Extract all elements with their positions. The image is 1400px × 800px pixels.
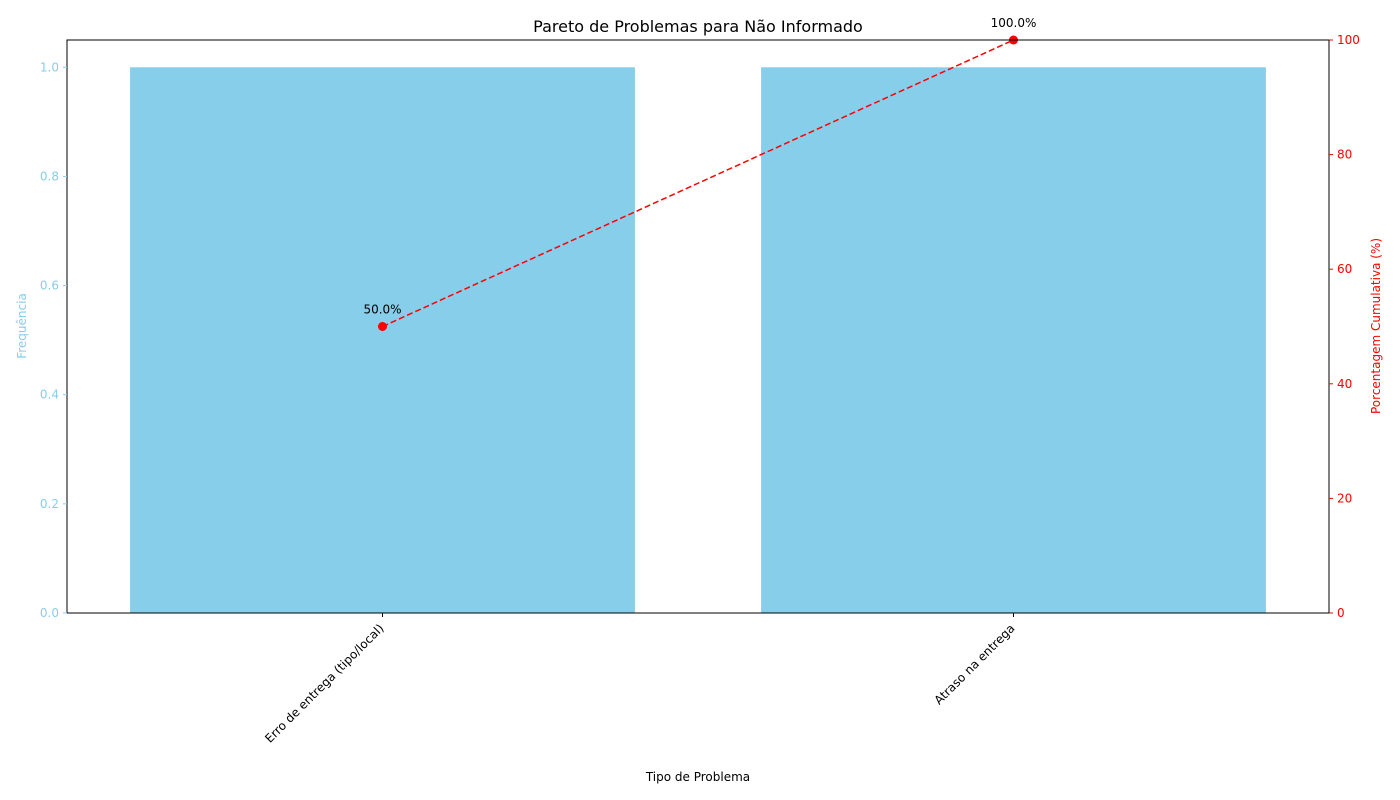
y-left-tick-label-2: 0.4	[40, 388, 59, 402]
y-right-tick-label-5: 100	[1337, 33, 1360, 47]
y-right-tick-label-2: 40	[1337, 377, 1352, 391]
plot-frame	[66, 39, 1330, 614]
x-tick-label-0: Erro de entrega (tipo/local)	[262, 621, 386, 745]
x-tick-label-1: Atraso na entrega	[931, 621, 1017, 707]
y-axis-left: 0.0 0.2 0.4 0.6 0.8 1.0	[40, 60, 67, 620]
y-left-tick-label-0: 0.0	[40, 606, 59, 620]
cumulative-line	[382, 39, 1014, 328]
y-right-tick-label-4: 80	[1337, 148, 1352, 162]
bar-0	[130, 67, 635, 614]
cumulative-point-0	[378, 322, 387, 331]
y-left-tick-label-1: 0.2	[40, 497, 59, 511]
x-axis: Erro de entrega (tipo/local) Atraso na en…	[262, 613, 1018, 746]
y-axis-left-label: Frequência	[15, 293, 29, 359]
x-axis-label: Tipo de Problema	[645, 770, 750, 784]
y-left-tick-label-3: 0.6	[40, 279, 59, 293]
cumulative-point-label-0: 50.0%	[363, 303, 401, 317]
bar-1	[761, 67, 1266, 614]
y-axis-right-label: Porcentagem Cumulativa (%)	[1369, 238, 1383, 414]
y-left-tick-label-5: 1.0	[40, 60, 59, 74]
y-left-tick-label-4: 0.8	[40, 169, 59, 183]
y-right-tick-label-0: 0	[1337, 606, 1345, 620]
y-right-tick-label-3: 60	[1337, 262, 1352, 276]
y-right-tick-label-1: 20	[1337, 491, 1352, 505]
cumulative-line-group: 50.0% 100.0%	[363, 16, 1036, 331]
bar-group	[130, 67, 1266, 614]
y-axis-right: 0 20 40 60 80 100	[1329, 33, 1360, 620]
cumulative-point-label-1: 100.0%	[991, 16, 1037, 30]
chart-title: Pareto de Problemas para Não Informado	[533, 17, 863, 36]
